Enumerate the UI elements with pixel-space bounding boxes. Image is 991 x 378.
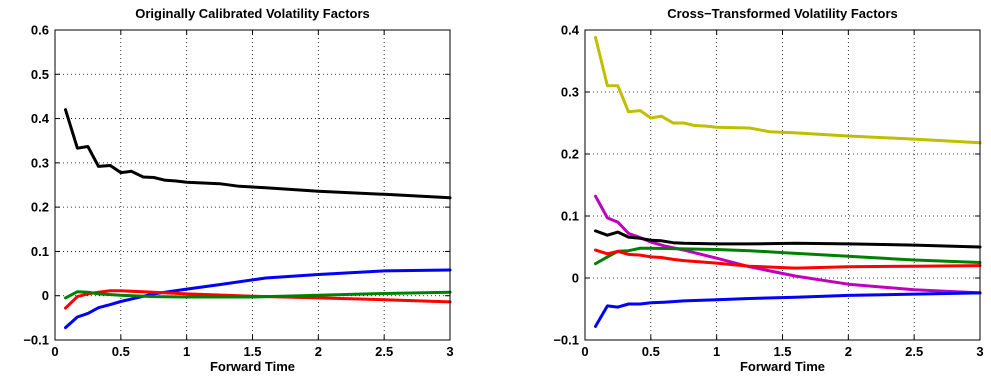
y-tick-label: 0.5 xyxy=(31,67,49,82)
series-line-3 xyxy=(64,289,452,310)
y-tick-label: 0.2 xyxy=(561,147,579,162)
y-tick-label: −0.1 xyxy=(23,333,49,348)
series-line-4 xyxy=(64,290,452,300)
x-axis-label: Forward Time xyxy=(740,359,825,374)
y-tick-label: 0.4 xyxy=(31,111,50,126)
x-tick-label: 1 xyxy=(183,344,190,359)
y-tick-label: 0.3 xyxy=(31,155,49,170)
x-tick-label: 0 xyxy=(581,344,588,359)
x-tick-label: 2 xyxy=(315,344,322,359)
y-tick-label: 0.3 xyxy=(561,85,579,100)
x-tick-label: 2.5 xyxy=(905,344,923,359)
series-line-6 xyxy=(594,291,982,328)
y-tick-label: 0.2 xyxy=(31,200,49,215)
x-tick-label: 1.5 xyxy=(243,344,261,359)
x-tick-label: 3 xyxy=(976,344,983,359)
y-tick-label: 0 xyxy=(572,271,579,286)
x-tick-label: 2.5 xyxy=(375,344,393,359)
x-tick-label: 0 xyxy=(51,344,58,359)
series-line-5 xyxy=(594,248,982,270)
x-tick-label: 0.5 xyxy=(642,344,660,359)
y-tick-label: 0.1 xyxy=(561,209,579,224)
chart-1: 0 0.5 1 1.5 2 2.5 3−0.100.10.20.30.40.50.6Orig… xyxy=(23,6,453,374)
y-tick-label: 0.6 xyxy=(31,23,49,38)
x-tick-label: 1.5 xyxy=(773,344,791,359)
x-tick-label: 0.5 xyxy=(112,344,130,359)
x-axis-label: Forward Time xyxy=(210,359,295,374)
y-tick-label: −0.1 xyxy=(553,333,579,348)
y-tick-label: 0.4 xyxy=(561,23,580,38)
x-tick-label: 3 xyxy=(446,344,453,359)
x-tick-label: 1 xyxy=(713,344,720,359)
series-line-1 xyxy=(64,108,452,200)
chart-2: 0 0.5 1 1.5 2 2.5 3−0.100.10.20.30.4Cross−Tran… xyxy=(553,6,983,374)
chart-title: Originally Calibrated Volatility Factors xyxy=(135,6,370,21)
y-tick-label: 0 xyxy=(42,288,49,303)
y-tick-label: 0.1 xyxy=(31,244,49,259)
series-line-3 xyxy=(594,229,982,249)
series-line-1 xyxy=(594,35,982,145)
chart-title: Cross−Transformed Volatility Factors xyxy=(667,6,898,21)
x-tick-label: 2 xyxy=(845,344,852,359)
plot-area xyxy=(55,30,450,340)
